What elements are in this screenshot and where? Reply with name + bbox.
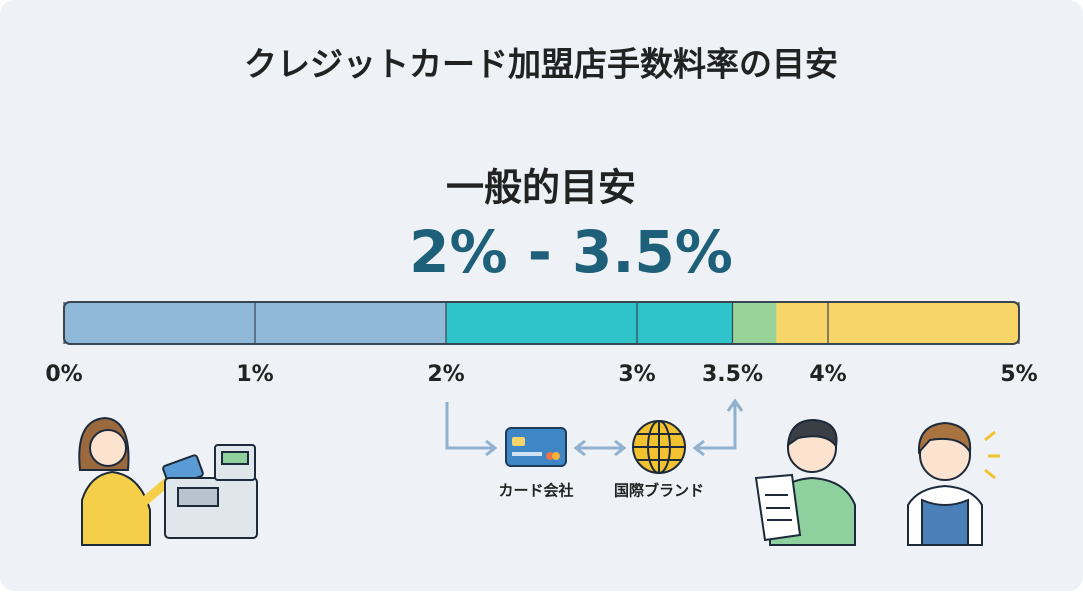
x-tick-label: 3%: [618, 362, 655, 387]
man-with-receipt: [754, 418, 856, 546]
annotation: カード会社: [498, 482, 573, 500]
subtitle: 一般的目安: [446, 166, 636, 210]
woman-at-register: [78, 416, 258, 546]
x-tick-label: 1%: [236, 362, 273, 387]
bar-segment: [446, 302, 733, 344]
arrow-head: [485, 439, 498, 457]
flow-arrows: [445, 398, 744, 457]
annotation: 国際ブランド: [614, 482, 704, 500]
globe-icon: [632, 420, 686, 474]
card-icon: [505, 427, 567, 467]
scale-bar: 0% 1% 2% 3% 3.5% 4% 5%: [45, 301, 1038, 387]
x-tick-label: 4%: [809, 362, 846, 387]
x-tick-label: 2%: [427, 362, 464, 387]
double-arrow: [573, 439, 627, 457]
bar-segment: [776, 302, 1019, 344]
clerk: [907, 421, 1000, 546]
arrow: [445, 402, 492, 450]
x-tick-label: 5%: [1000, 362, 1037, 387]
bar-segment: [732, 302, 777, 344]
highlight: 2% - 3.5%: [409, 218, 733, 286]
chart-title: クレジットカード加盟店手数料率の目安: [244, 45, 838, 84]
x-tick-label: 0%: [45, 362, 82, 387]
x-tick-label: 3.5%: [702, 362, 763, 387]
arrow: [692, 398, 744, 457]
bar-outline: [63, 301, 1020, 345]
